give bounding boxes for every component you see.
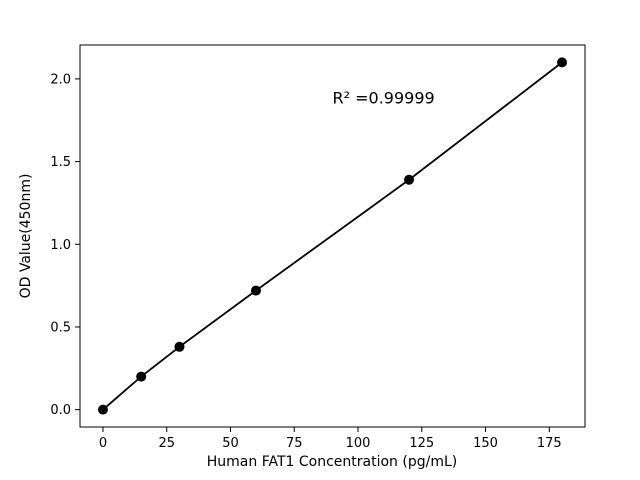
x-tick-label: 25	[158, 436, 175, 451]
y-tick-label: 0.5	[50, 320, 71, 335]
data-point	[174, 341, 185, 352]
x-tick-label: 100	[346, 436, 371, 451]
x-tick-label: 125	[409, 436, 434, 451]
x-tick-label: 175	[537, 436, 562, 451]
y-tick-label: 1.0	[50, 238, 71, 253]
data-point	[97, 404, 108, 415]
y-tick-label: 2.0	[50, 72, 71, 87]
r-squared-annotation: R² =0.99999	[333, 89, 435, 108]
data-point	[250, 285, 261, 296]
x-tick-label: 0	[99, 436, 107, 451]
x-tick-label: 75	[286, 436, 303, 451]
y-axis-ticks: 0.0 0.5 1.0 1.5 2.0	[50, 72, 80, 418]
y-axis-label: OD Value(450nm)	[18, 174, 34, 299]
data-point	[557, 57, 568, 68]
data-point	[136, 371, 147, 382]
fit-line	[102, 61, 563, 411]
data-series	[97, 57, 568, 415]
y-tick-label: 0.0	[50, 403, 71, 418]
x-tick-label: 150	[473, 436, 498, 451]
x-axis-label: Human FAT1 Concentration (pg/mL)	[207, 454, 457, 470]
data-point	[404, 174, 415, 185]
y-tick-label: 1.5	[50, 155, 71, 170]
x-tick-label: 50	[222, 436, 239, 451]
x-axis-ticks: 0 25 50 75 100 125 150 175	[99, 427, 562, 451]
